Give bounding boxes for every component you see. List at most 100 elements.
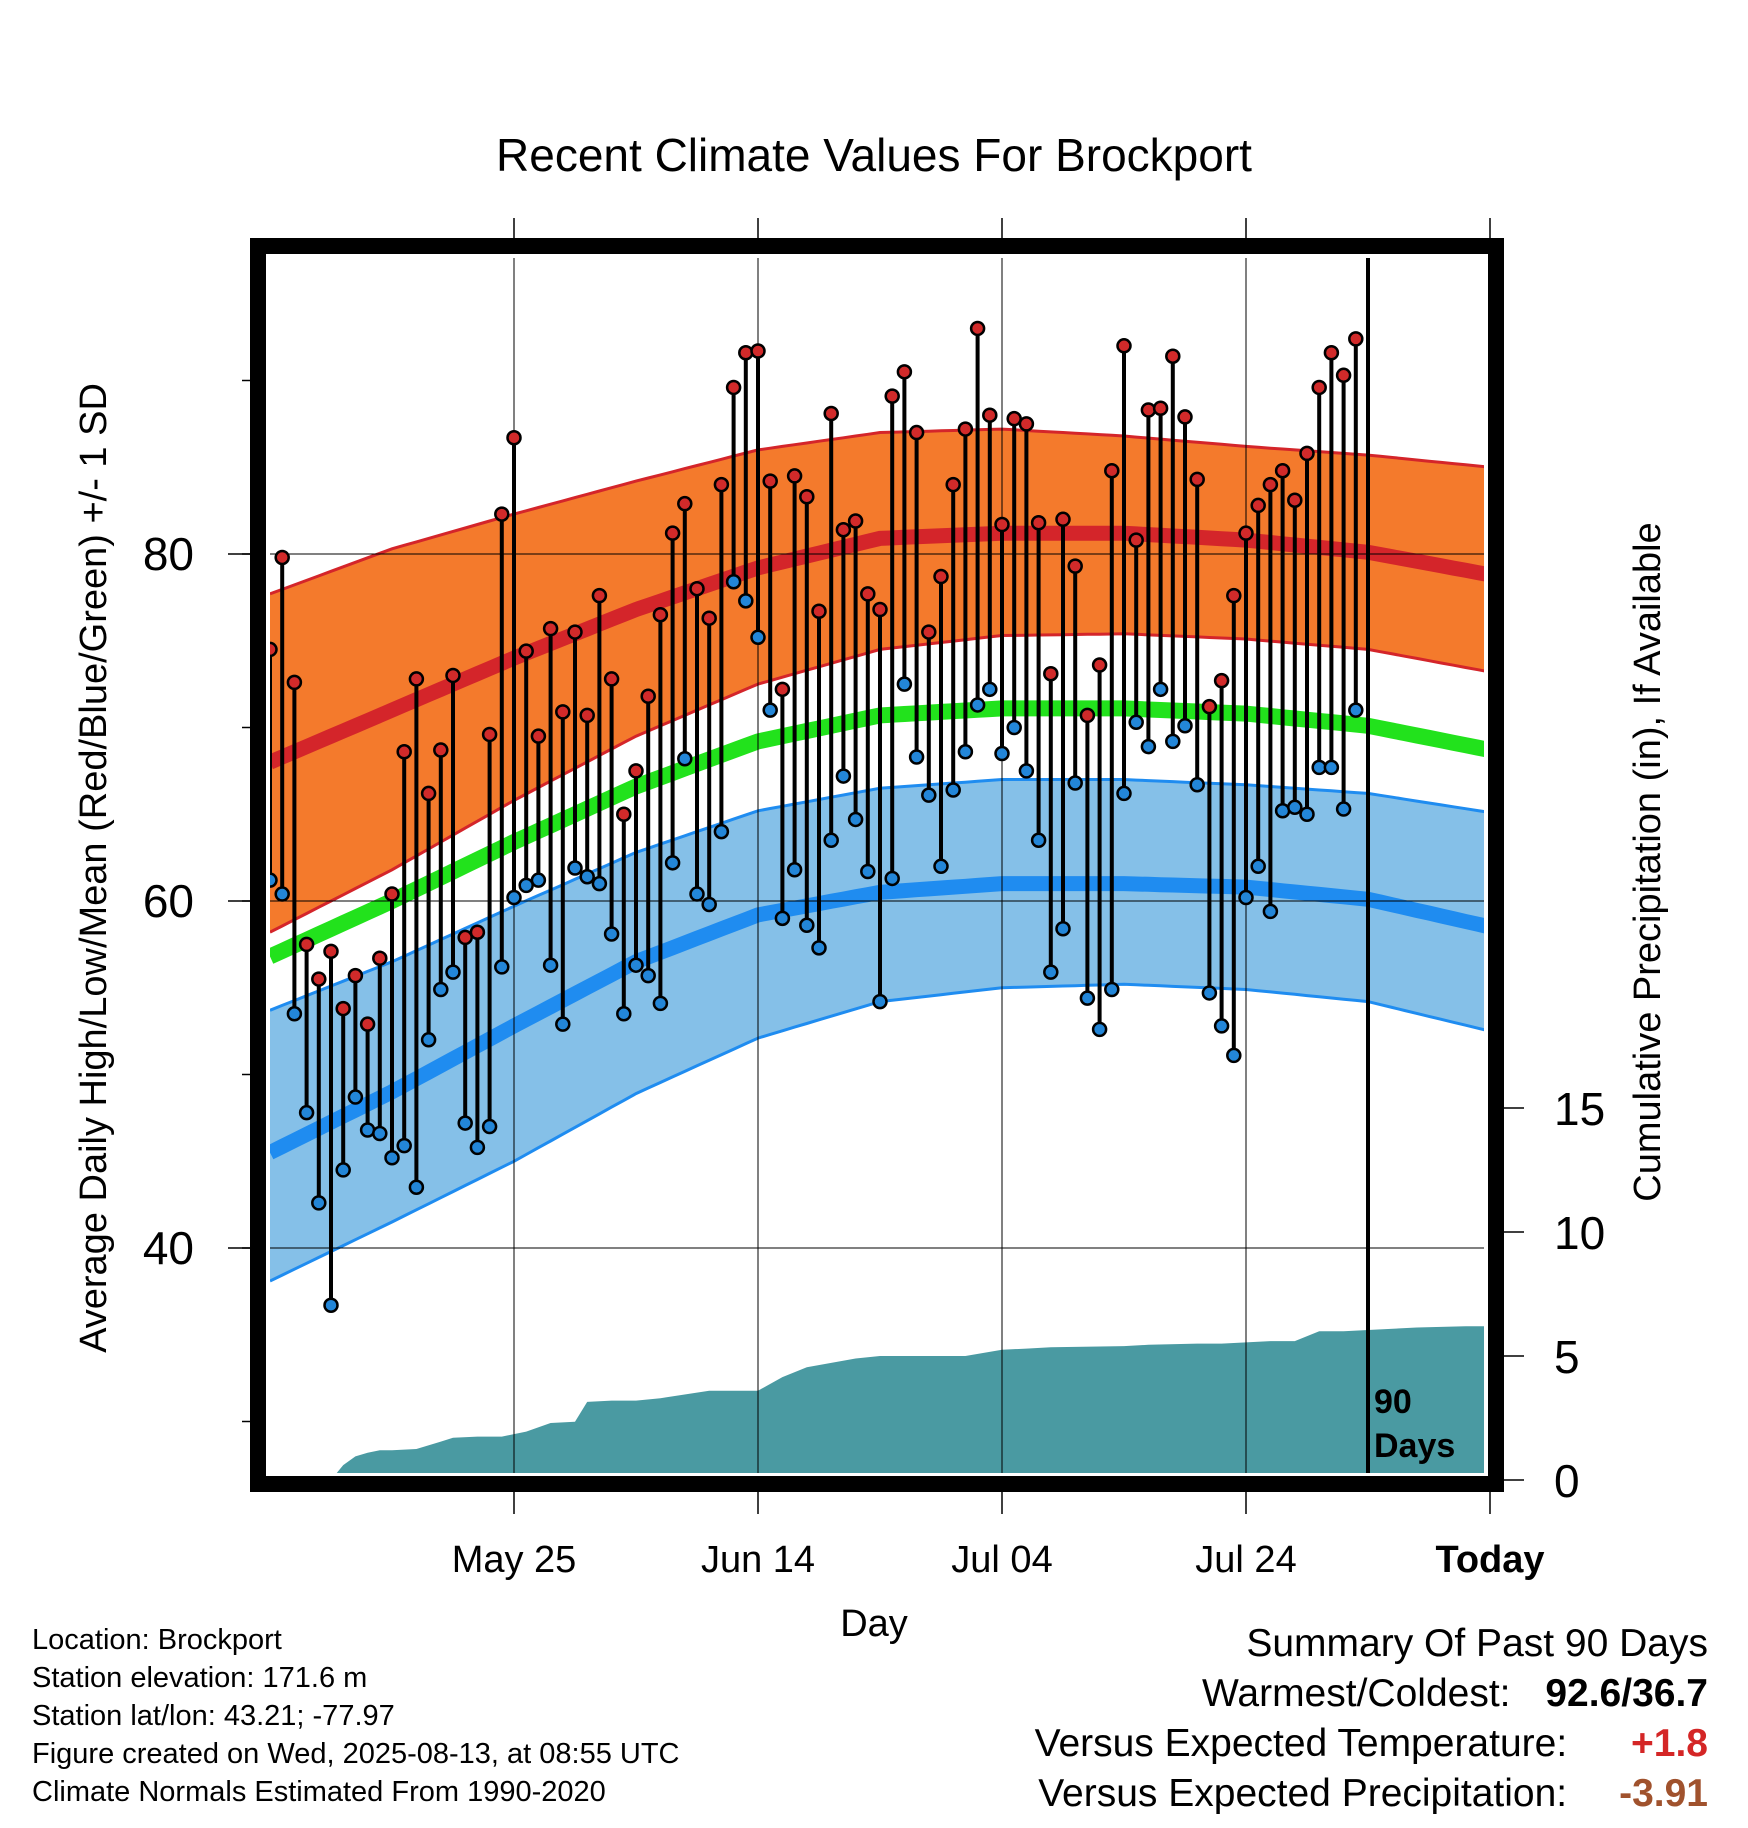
observed-low-point <box>1030 832 1047 849</box>
observed-low-point <box>823 832 839 849</box>
observed-high-point <box>603 671 620 687</box>
observed-high-point <box>750 343 766 359</box>
observed-high-point <box>433 742 449 758</box>
observed-low-point <box>921 787 937 803</box>
observed-low-point <box>1262 903 1279 920</box>
observed-low-point <box>591 875 608 892</box>
observed-high-point <box>1287 492 1303 508</box>
observed-high-point <box>774 681 791 698</box>
observed-high-point <box>1250 497 1266 514</box>
observed-high-point <box>384 886 400 902</box>
observed-high-point <box>872 601 888 618</box>
observed-high-point <box>1067 558 1083 574</box>
y-tick-label: 60 <box>143 875 194 927</box>
observed-low-point <box>738 593 754 609</box>
observed-high-point <box>689 580 705 597</box>
observed-high-point <box>677 495 693 512</box>
observed-low-point <box>469 1139 486 1156</box>
observed-high-point <box>1348 331 1364 347</box>
observed-low-point <box>530 872 547 888</box>
observed-high-point <box>969 320 986 337</box>
x-tick-label: May 25 <box>452 1539 577 1581</box>
x-tick-label: Jun 14 <box>701 1539 815 1581</box>
observed-high-point <box>921 624 937 640</box>
observed-low-point <box>286 1006 303 1022</box>
observed-high-point <box>860 586 876 602</box>
today-marker-label-2: Days <box>1374 1427 1455 1465</box>
observed-low-point <box>1128 714 1144 731</box>
observed-low-point <box>872 993 888 1010</box>
observed-high-point <box>567 624 583 640</box>
observed-high-point <box>1043 665 1059 682</box>
station-elevation: Station elevation: 171.6 m <box>32 1662 368 1694</box>
observed-low-point <box>969 697 986 713</box>
observed-high-point <box>933 568 949 585</box>
observed-low-point <box>1165 733 1181 750</box>
observed-low-point <box>1091 1021 1108 1038</box>
observed-low-point <box>933 858 949 875</box>
observed-high-point <box>274 549 290 566</box>
observed-high-point <box>1274 462 1291 479</box>
normal-bands <box>270 427 1484 1283</box>
observed-low-point <box>270 872 278 888</box>
observed-low-point <box>506 889 522 906</box>
observed-high-point <box>1311 379 1327 396</box>
observed-low-point <box>811 940 827 956</box>
observed-high-point <box>1091 657 1108 673</box>
observed-low-point <box>323 1297 339 1314</box>
observed-low-point <box>298 1104 315 1121</box>
observed-high-point <box>469 924 486 940</box>
observed-low-point <box>652 995 669 1012</box>
observed-low-point <box>1152 681 1169 698</box>
observed-low-point <box>1006 719 1022 736</box>
observed-low-point <box>1287 799 1303 816</box>
observed-low-point <box>494 959 510 975</box>
observed-high-point <box>738 344 754 361</box>
warmest-coldest-value: 92.6/36.7 <box>1545 1672 1708 1715</box>
observed-high-point <box>1018 416 1035 432</box>
y2-axis-label: Cumulative Precipitation (in), If Availa… <box>1627 522 1669 1201</box>
observed-high-point <box>628 763 644 779</box>
observed-high-point <box>1030 515 1047 531</box>
axes: May 25 Jun 14 Jul 04 Jul 24 Today Day 40 60 80 Av… <box>73 218 1669 1645</box>
figure-created: Figure created on Wed, 2025-08-13, at 08… <box>32 1738 680 1770</box>
observed-low-point <box>481 1118 498 1135</box>
chart-title: Recent Climate Values For Brockport <box>496 129 1252 181</box>
observed-low-point <box>1043 964 1059 980</box>
observed-high-point <box>1335 367 1352 384</box>
observed-high-point <box>725 379 742 396</box>
observed-low-point <box>1201 985 1218 1001</box>
observed-high-point <box>298 936 315 953</box>
observed-high-point <box>1226 587 1242 604</box>
observed-low-point <box>1140 738 1157 755</box>
observed-high-point <box>286 674 303 691</box>
observed-high-point <box>640 688 656 705</box>
observed-low-point <box>725 574 742 590</box>
observed-high-point <box>347 967 364 984</box>
observed-high-point <box>1213 672 1230 689</box>
observed-low-point <box>945 782 961 798</box>
observed-low-point <box>567 860 583 876</box>
observed-low-point <box>1335 801 1352 817</box>
precipitation-area <box>336 1326 1484 1473</box>
observed-low-point <box>445 964 461 980</box>
observed-high-point <box>1104 462 1120 479</box>
observed-high-point <box>542 620 559 637</box>
observed-low-point <box>616 1006 632 1022</box>
observed-low-point <box>420 1032 437 1048</box>
observed-high-point <box>1116 338 1132 354</box>
observed-low-point <box>701 896 717 913</box>
observed-low-point <box>274 886 290 902</box>
observed-high-point <box>396 744 412 760</box>
observed-low-point <box>1189 777 1205 793</box>
observed-low-point <box>603 926 620 942</box>
observed-low-point <box>1018 763 1035 779</box>
observed-high-point <box>652 606 669 623</box>
x-tick-label: Jul 24 <box>1195 1539 1296 1581</box>
temp-anomaly-value: +1.8 <box>1631 1722 1708 1765</box>
cumulative-precip-area <box>336 1326 1484 1473</box>
plot-border <box>250 238 1504 1492</box>
observed-high-point <box>408 671 425 687</box>
observed-high-point <box>701 610 717 626</box>
